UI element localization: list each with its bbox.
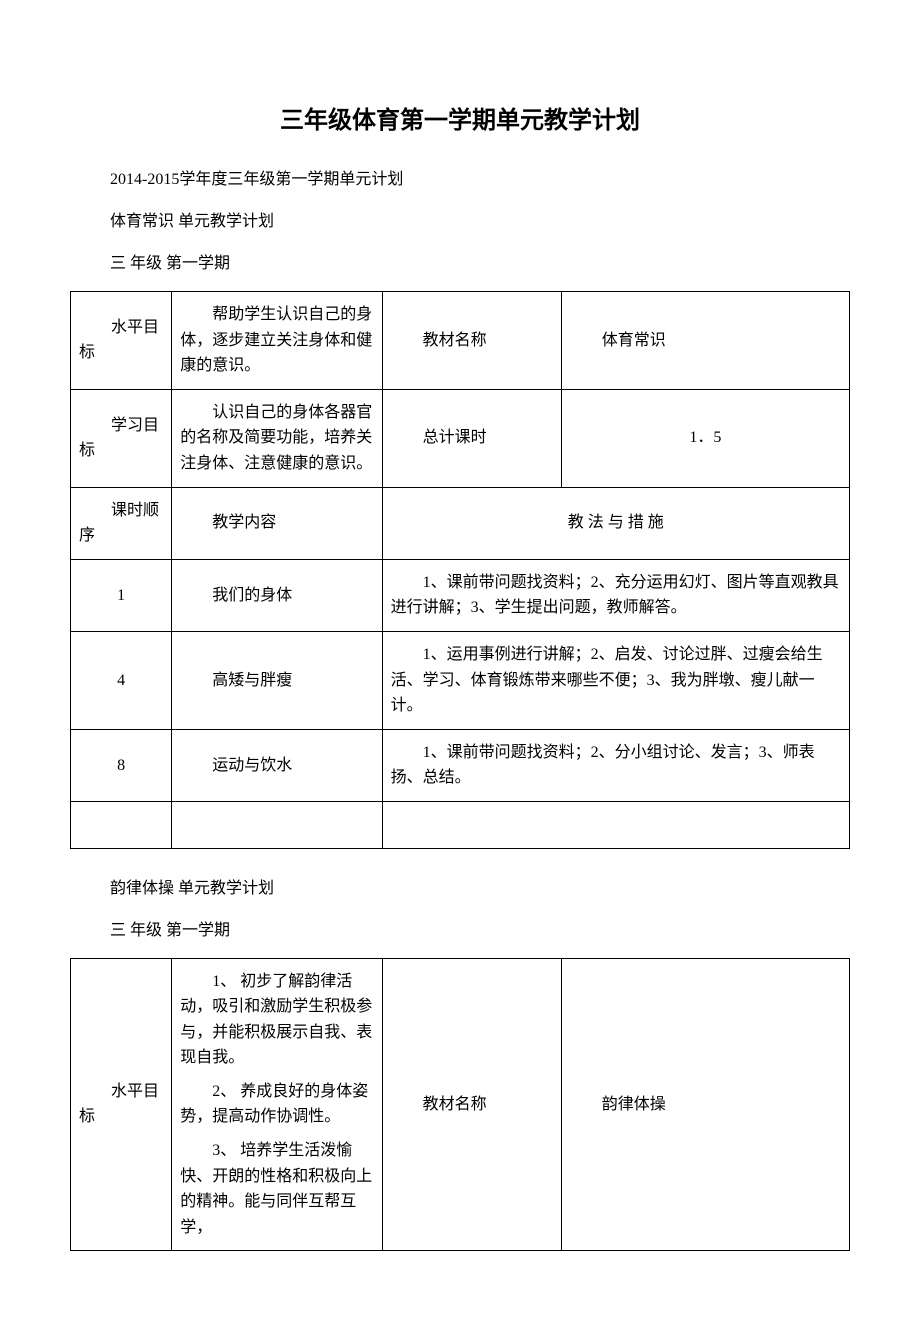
table-row: 1 我们的身体 1、课前带问题找资料；2、充分运用幻灯、图片等直观教具进行讲解；… bbox=[71, 559, 850, 631]
subtitle-unit1: 体育常识 单元教学计划 bbox=[70, 207, 850, 231]
table-unit2: 水平目标 1、 初步了解韵律活动，吸引和激励学生积极参与，并能积极展示自我、表现… bbox=[70, 958, 850, 1252]
cell-label: 总计课时 bbox=[382, 389, 561, 487]
cell-empty bbox=[382, 801, 849, 848]
table-row-empty bbox=[71, 801, 850, 848]
page-title: 三年级体育第一学期单元教学计划 bbox=[70, 100, 850, 135]
cell-seq: 8 bbox=[71, 729, 172, 801]
table-row: 8 运动与饮水 1、课前带问题找资料；2、分小组讨论、发言；3、师表扬、总结。 bbox=[71, 729, 850, 801]
cell-seq: 1 bbox=[71, 559, 172, 631]
cell-label: 教材名称 bbox=[382, 958, 561, 1251]
table-row: 4 高矮与胖瘦 1、运用事例进行讲解；2、启发、讨论过胖、过瘦会给生活、学习、体… bbox=[71, 631, 850, 729]
cell-topic: 我们的身体 bbox=[172, 559, 382, 631]
cell-topic: 高矮与胖瘦 bbox=[172, 631, 382, 729]
subtitle-grade1: 三 年级 第一学期 bbox=[70, 249, 850, 273]
cell-method: 1、运用事例进行讲解；2、启发、讨论过胖、过瘦会给生活、学习、体育锻炼带来哪些不… bbox=[382, 631, 849, 729]
cell-label: 课时顺序 bbox=[71, 487, 172, 559]
cell-empty bbox=[172, 801, 382, 848]
table-row: 学习目标 认识自己的身体各器官的名称及简要功能，培养关注身体、注意健康的意识。 … bbox=[71, 389, 850, 487]
table-row: 水平目标 1、 初步了解韵律活动，吸引和激励学生积极参与，并能积极展示自我、表现… bbox=[71, 958, 850, 1251]
cell-label: 教 法 与 措 施 bbox=[382, 487, 849, 559]
cell-empty bbox=[71, 801, 172, 848]
cell-content: 1．5 bbox=[561, 389, 849, 487]
cell-topic: 运动与饮水 bbox=[172, 729, 382, 801]
cell-label: 学习目标 bbox=[71, 389, 172, 487]
table-row: 水平目标 帮助学生认识自己的身体，逐步建立关注身体和健康的意识。 教材名称 体育… bbox=[71, 292, 850, 390]
cell-label: 水平目标 bbox=[71, 292, 172, 390]
cell-content: 1、 初步了解韵律活动，吸引和激励学生积极参与，并能积极展示自我、表现自我。 2… bbox=[172, 958, 382, 1251]
subtitle-year: 2014-2015学年度三年级第一学期单元计划 bbox=[70, 165, 850, 189]
cell-label: 水平目标 bbox=[71, 958, 172, 1251]
cell-content: 帮助学生认识自己的身体，逐步建立关注身体和健康的意识。 bbox=[172, 292, 382, 390]
cell-seq: 4 bbox=[71, 631, 172, 729]
cell-method: 1、课前带问题找资料；2、充分运用幻灯、图片等直观教具进行讲解；3、学生提出问题… bbox=[382, 559, 849, 631]
cell-content: 认识自己的身体各器官的名称及简要功能，培养关注身体、注意健康的意识。 bbox=[172, 389, 382, 487]
cell-content: 体育常识 bbox=[561, 292, 849, 390]
subtitle-grade2: 三 年级 第一学期 bbox=[70, 916, 850, 940]
subtitle-unit2: 韵律体操 单元教学计划 bbox=[70, 874, 850, 898]
cell-label: 教学内容 bbox=[172, 487, 382, 559]
cell-content: 韵律体操 bbox=[561, 958, 849, 1251]
table-row: 课时顺序 教学内容 教 法 与 措 施 bbox=[71, 487, 850, 559]
cell-method: 1、课前带问题找资料；2、分小组讨论、发言；3、师表扬、总结。 bbox=[382, 729, 849, 801]
table-unit1: 水平目标 帮助学生认识自己的身体，逐步建立关注身体和健康的意识。 教材名称 体育… bbox=[70, 291, 850, 849]
cell-label: 教材名称 bbox=[382, 292, 561, 390]
